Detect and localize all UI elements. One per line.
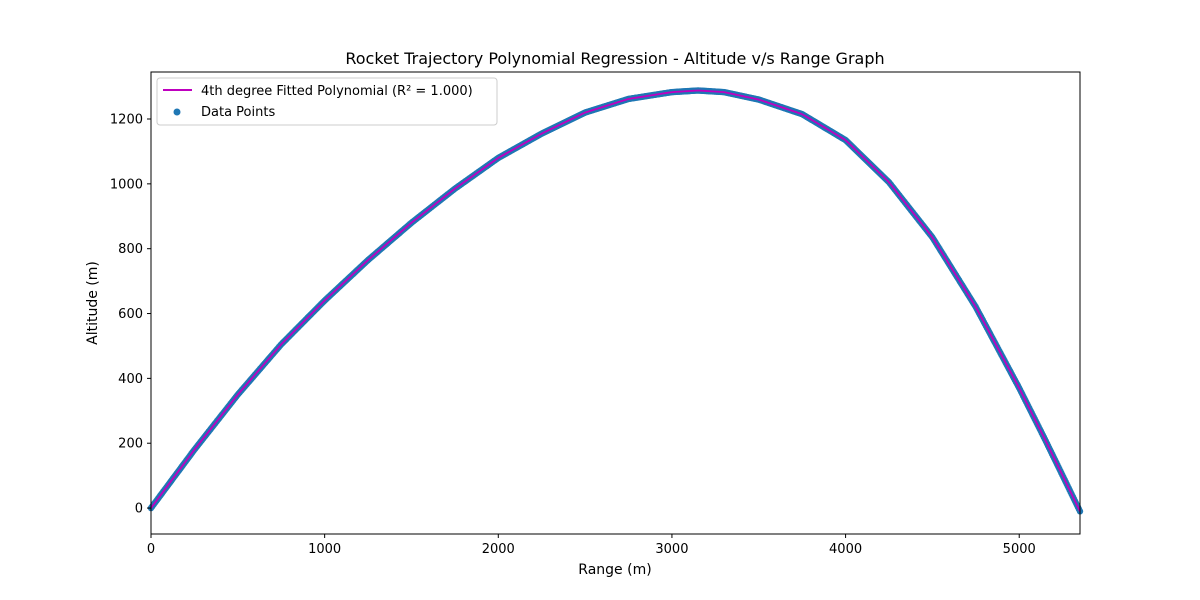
axes-frame [150,71,1081,535]
y-tick-label: 600 [118,307,143,322]
legend-entry-data: Data Points [201,105,275,120]
data-points [147,87,1084,515]
x-tick-label: 1000 [308,542,341,557]
y-tick-label: 1200 [110,113,143,128]
y-axis: 0 200 400 600 800 1000 1200 [110,113,151,517]
x-tick-label: 3000 [655,542,688,557]
legend-entry-fit: 4th degree Fitted Polynomial (R² = 1.000… [201,84,473,99]
y-tick-label: 400 [118,372,143,387]
x-axis-label: Range (m) [578,562,651,578]
x-tick-label: 4000 [829,542,862,557]
y-tick-label: 0 [135,502,143,517]
x-tick-label: 2000 [482,542,515,557]
y-tick-label: 800 [118,242,143,257]
x-axis: 0 1000 2000 3000 4000 5000 [147,534,1036,557]
legend-dot-swatch [173,108,181,116]
y-tick-label: 200 [118,437,143,452]
legend-box [156,77,498,126]
plot-area [147,87,1084,515]
x-tick-label: 0 [147,542,155,557]
y-axis-label: Altitude (m) [85,261,101,345]
chart-title: Rocket Trajectory Polynomial Regression … [345,49,884,68]
x-tick-label: 5000 [1003,542,1036,557]
y-tick-label: 1000 [110,177,143,192]
legend: 4th degree Fitted Polynomial (R² = 1.000… [156,77,498,126]
fitted-polynomial-line [150,89,1081,512]
